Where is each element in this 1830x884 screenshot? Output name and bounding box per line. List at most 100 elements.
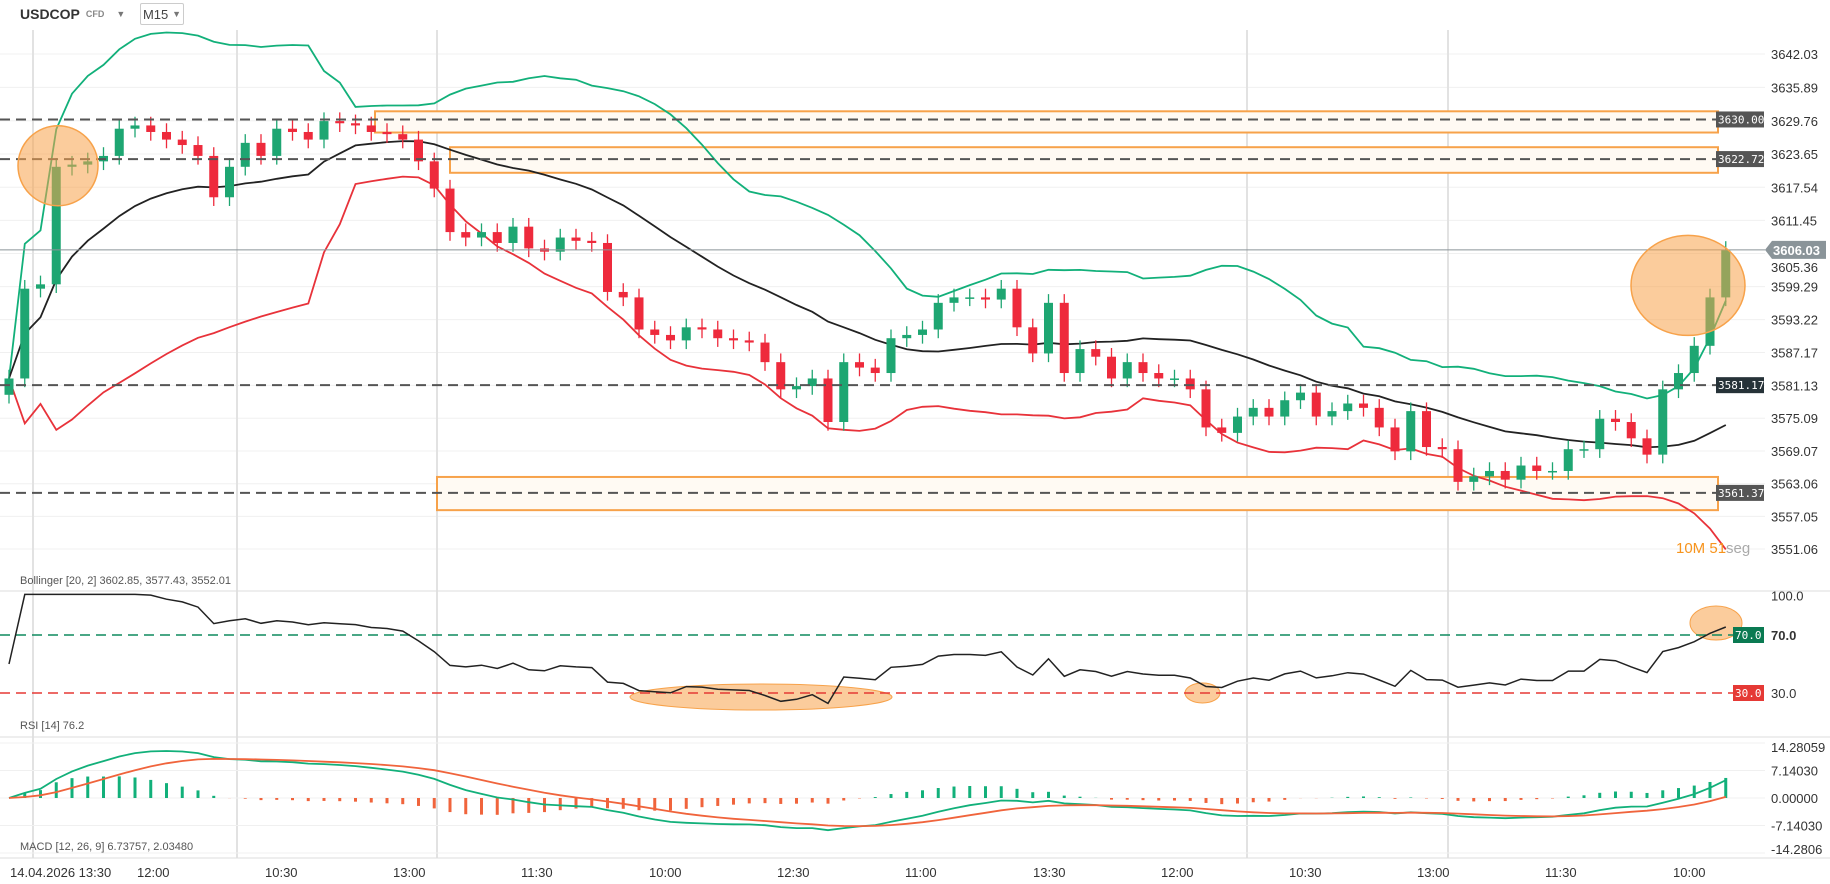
candle-body bbox=[1059, 302, 1069, 374]
candle-body bbox=[587, 240, 597, 243]
candle-body bbox=[949, 297, 959, 303]
candle-body bbox=[1626, 421, 1636, 439]
bollinger-legend[interactable]: Bollinger [20, 2] 3602.85, 3577.43, 3552… bbox=[20, 575, 231, 587]
candle-body bbox=[603, 242, 612, 292]
candle bbox=[744, 331, 754, 352]
price-tick: 3569.07 bbox=[1771, 444, 1818, 459]
candle-body bbox=[524, 226, 534, 249]
candle bbox=[508, 217, 518, 252]
candle bbox=[1091, 340, 1101, 366]
symbol-header[interactable]: USDCOP CFD ▼ bbox=[20, 6, 125, 22]
candle-countdown: 10M 51seg bbox=[1676, 540, 1750, 557]
candle bbox=[1264, 399, 1274, 426]
price-tick: 3623.65 bbox=[1771, 147, 1818, 162]
candle bbox=[918, 320, 927, 344]
rsi-legend[interactable]: RSI [14] 76.2 bbox=[20, 720, 84, 732]
time-tick: 11:30 bbox=[1545, 865, 1577, 880]
candle bbox=[382, 123, 392, 143]
price-tick: 3629.76 bbox=[1771, 114, 1818, 129]
candle bbox=[1595, 410, 1605, 458]
rsi-tick: 100.0 bbox=[1771, 589, 1804, 604]
candle-body bbox=[272, 128, 282, 156]
current-price-tag bbox=[1765, 240, 1826, 259]
candle-body bbox=[571, 237, 581, 241]
candle-body bbox=[193, 145, 203, 156]
oversold-tag bbox=[1733, 685, 1764, 701]
candle-body bbox=[51, 166, 61, 285]
candle bbox=[524, 217, 534, 258]
candle-body bbox=[1611, 418, 1620, 422]
candle-body bbox=[618, 291, 628, 298]
macd-panel: 14.28059 7.14030 0.00000 -7.14030 -14.2806 bbox=[0, 740, 1825, 857]
level-label: 3622.72 bbox=[1718, 153, 1764, 166]
candle-body bbox=[1154, 373, 1164, 379]
candle-body bbox=[114, 128, 124, 156]
candle-body bbox=[1500, 470, 1510, 480]
candle bbox=[1485, 462, 1494, 486]
candle bbox=[1658, 380, 1668, 464]
candle-body bbox=[1374, 407, 1384, 428]
annotation-zone bbox=[374, 110, 1719, 134]
candle-body bbox=[1107, 356, 1116, 379]
candle bbox=[1138, 353, 1148, 382]
time-tick: 13:00 bbox=[1417, 865, 1450, 880]
candle-body bbox=[256, 142, 266, 156]
candle bbox=[1327, 402, 1337, 426]
candle-body bbox=[1516, 465, 1526, 480]
level-label: 3561.37 bbox=[1718, 487, 1764, 500]
candle-body bbox=[1469, 476, 1479, 482]
candle bbox=[1611, 410, 1620, 431]
candle bbox=[555, 228, 565, 261]
candle bbox=[36, 275, 45, 298]
candle-body bbox=[981, 297, 990, 300]
candle bbox=[870, 358, 880, 382]
macd-tick: 0.00000 bbox=[1771, 791, 1818, 806]
candle bbox=[1217, 418, 1227, 442]
candle-body bbox=[776, 362, 786, 390]
candle bbox=[366, 116, 376, 141]
candle bbox=[760, 333, 770, 371]
price-level: 3581.17 bbox=[0, 377, 1764, 394]
candle-body bbox=[146, 125, 156, 132]
candle bbox=[114, 120, 124, 165]
candle-body bbox=[366, 125, 376, 132]
candle bbox=[398, 125, 408, 149]
time-axis[interactable]: 14.04.2026 13:30 12:00 10:30 13:00 11:30 10:0… bbox=[10, 865, 1706, 880]
candle bbox=[1689, 337, 1699, 382]
rsi-line bbox=[8, 593, 1727, 705]
candle bbox=[729, 329, 738, 350]
macd-legend[interactable]: MACD [12, 26, 9] 6.73757, 2.03480 bbox=[20, 841, 193, 853]
candle bbox=[209, 147, 219, 206]
macd-tick: -14.2806 bbox=[1771, 842, 1822, 857]
level-tag bbox=[1716, 151, 1764, 168]
candle-body bbox=[130, 125, 140, 129]
candle-body bbox=[933, 302, 943, 330]
macd-tick: 7.14030 bbox=[1771, 764, 1818, 779]
candle-body bbox=[508, 226, 518, 243]
chevron-down-icon[interactable]: ▼ bbox=[116, 9, 126, 19]
level-tag bbox=[1716, 111, 1764, 128]
candle bbox=[933, 294, 943, 339]
candle bbox=[319, 112, 329, 149]
timeframe-value: M15 bbox=[142, 6, 169, 22]
candle bbox=[1626, 413, 1636, 448]
lower-band-line bbox=[8, 175, 1727, 550]
annotation-circle bbox=[1630, 234, 1746, 337]
price-axis[interactable]: 3642.03 3635.89 3629.76 3623.65 3617.54 3611.… bbox=[1771, 47, 1818, 557]
timeframe-select[interactable]: M15 ▼ bbox=[140, 3, 184, 25]
candle-body bbox=[902, 334, 912, 339]
candle-body bbox=[1044, 302, 1053, 354]
candle bbox=[1343, 394, 1353, 420]
candle-body bbox=[492, 232, 502, 243]
candle-body bbox=[918, 329, 927, 335]
candle-body bbox=[1170, 378, 1179, 380]
candle bbox=[1500, 462, 1510, 489]
overbought-tag-label: 70.0 bbox=[1735, 629, 1762, 642]
candle bbox=[650, 320, 660, 344]
candle bbox=[1122, 353, 1132, 388]
candle bbox=[1390, 418, 1400, 461]
candle bbox=[303, 123, 313, 149]
candle bbox=[1012, 279, 1022, 337]
candle-body bbox=[650, 329, 660, 335]
